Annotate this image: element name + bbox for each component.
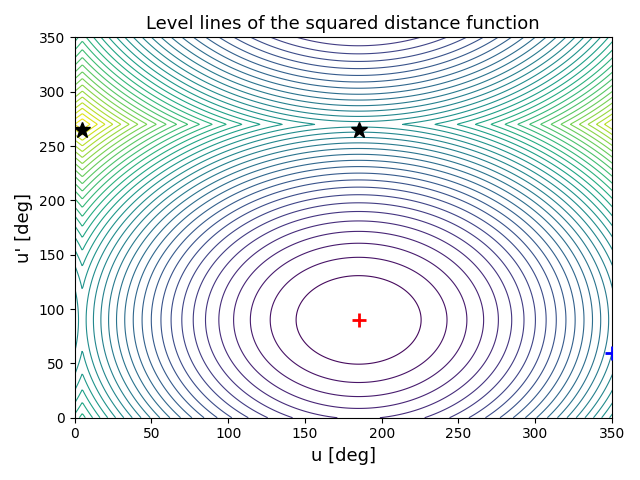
X-axis label: u [deg]: u [deg] [311, 447, 376, 465]
Y-axis label: u' [deg]: u' [deg] [15, 192, 33, 263]
Title: Level lines of the squared distance function: Level lines of the squared distance func… [147, 15, 540, 33]
